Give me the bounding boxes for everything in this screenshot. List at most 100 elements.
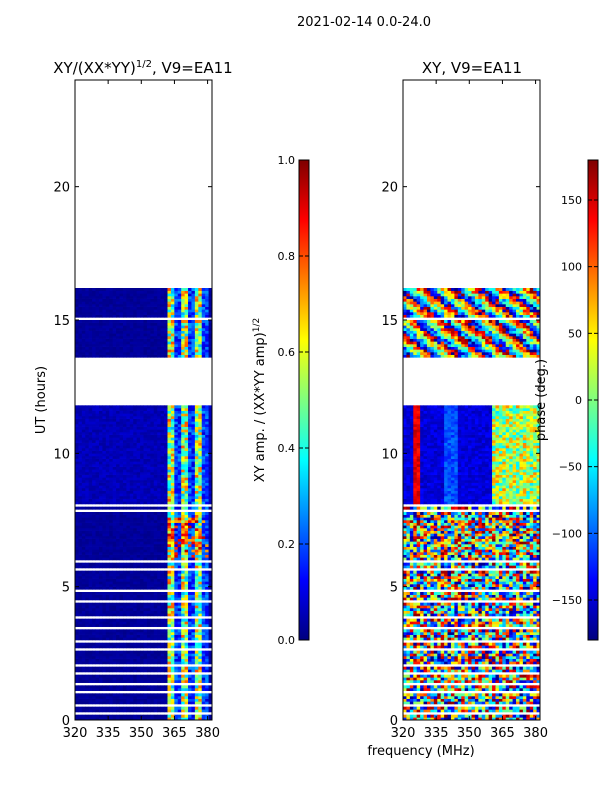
heatmap-cell bbox=[177, 709, 182, 713]
heatmap-cell bbox=[170, 685, 175, 689]
heatmap-cell bbox=[143, 525, 148, 529]
heatmap-cell bbox=[198, 632, 203, 635]
heatmap-cell bbox=[88, 490, 93, 494]
heatmap-cell bbox=[188, 541, 192, 545]
heatmap-cell bbox=[150, 565, 155, 569]
heatmap-cell bbox=[119, 413, 124, 417]
heatmap-cell bbox=[177, 645, 182, 649]
heatmap-cell bbox=[160, 554, 165, 558]
heatmap-cell bbox=[129, 293, 134, 297]
heatmap-cell bbox=[170, 304, 175, 307]
heatmap-cell bbox=[150, 522, 155, 526]
heatmap-cell bbox=[136, 677, 141, 681]
heatmap-cell bbox=[133, 520, 138, 523]
heatmap-cell bbox=[102, 448, 107, 451]
heatmap-cell bbox=[133, 610, 138, 614]
heatmap-cell bbox=[191, 466, 196, 470]
heatmap-cell bbox=[140, 341, 144, 345]
heatmap-cell bbox=[95, 298, 100, 302]
heatmap-cell bbox=[188, 450, 192, 454]
heatmap-cell bbox=[133, 597, 138, 601]
heatmap-cell bbox=[194, 701, 199, 705]
heatmap-cell bbox=[201, 544, 206, 547]
heatmap-cell bbox=[188, 570, 192, 574]
heatmap-cell bbox=[122, 610, 127, 614]
heatmap-cell bbox=[92, 312, 96, 315]
heatmap-cell bbox=[153, 437, 158, 441]
heatmap-cell bbox=[119, 469, 124, 473]
heatmap-cell bbox=[140, 429, 144, 433]
heatmap-cell bbox=[205, 352, 209, 355]
heatmap-cell bbox=[129, 658, 134, 662]
heatmap-cell bbox=[88, 530, 93, 534]
heatmap-cell bbox=[88, 493, 93, 497]
heatmap-cell bbox=[164, 512, 168, 515]
heatmap-cell bbox=[112, 474, 117, 478]
heatmap-cell bbox=[122, 461, 127, 465]
heatmap-cell bbox=[146, 565, 151, 569]
heatmap-cell bbox=[143, 552, 148, 555]
heatmap-cell bbox=[146, 421, 151, 425]
heatmap-cell bbox=[153, 685, 158, 689]
heatmap-cell bbox=[133, 498, 138, 502]
heatmap-cell bbox=[177, 296, 182, 299]
heatmap-cell bbox=[81, 565, 86, 569]
heatmap-cell bbox=[88, 330, 93, 334]
heatmap-cell bbox=[136, 554, 141, 558]
heatmap-cell bbox=[157, 354, 162, 358]
heatmap-cell bbox=[177, 533, 182, 537]
heatmap-cell bbox=[85, 333, 90, 337]
heatmap-cell bbox=[129, 717, 134, 720]
heatmap-cell bbox=[102, 445, 107, 449]
heatmap-cell bbox=[160, 674, 165, 678]
heatmap-cell bbox=[112, 461, 117, 465]
heatmap-cell bbox=[194, 296, 199, 299]
heatmap-cell bbox=[85, 696, 90, 699]
heatmap-cell bbox=[102, 418, 107, 422]
heatmap-cell bbox=[112, 314, 117, 318]
heatmap-cell bbox=[184, 304, 189, 307]
heatmap-cell bbox=[116, 621, 120, 625]
heatmap-cell bbox=[133, 296, 138, 299]
heatmap-cell bbox=[167, 528, 172, 531]
heatmap-cell bbox=[98, 338, 103, 342]
heatmap-cell bbox=[184, 501, 189, 505]
heatmap-cell bbox=[164, 578, 168, 582]
heatmap-cell bbox=[92, 426, 96, 430]
heatmap-cell bbox=[181, 680, 186, 683]
heatmap-cell bbox=[191, 314, 196, 318]
heatmap-cell bbox=[143, 338, 148, 342]
heatmap-cell bbox=[126, 661, 131, 665]
heatmap-cell bbox=[205, 661, 209, 665]
heatmap-cell bbox=[205, 506, 209, 510]
heatmap-cell bbox=[129, 482, 134, 486]
heatmap-cell bbox=[146, 424, 151, 427]
heatmap-cell bbox=[98, 650, 103, 654]
heatmap-cell bbox=[88, 418, 93, 422]
heatmap-cell bbox=[85, 309, 90, 313]
heatmap-cell bbox=[119, 336, 124, 339]
heatmap-cell bbox=[157, 496, 162, 499]
heatmap-cell bbox=[201, 530, 206, 534]
heatmap-cell bbox=[105, 344, 110, 347]
heatmap-cell bbox=[102, 296, 107, 299]
heatmap-cell bbox=[112, 416, 117, 419]
heatmap-cell bbox=[205, 458, 209, 462]
heatmap-cell bbox=[170, 472, 175, 475]
heatmap-cell bbox=[146, 320, 151, 323]
heatmap-cell bbox=[194, 696, 199, 699]
heatmap-cell bbox=[119, 578, 124, 582]
heatmap-cell bbox=[150, 306, 155, 310]
heatmap-cell bbox=[136, 434, 141, 438]
heatmap-cell bbox=[188, 336, 192, 339]
heatmap-cell bbox=[95, 573, 100, 577]
heatmap-cell bbox=[205, 338, 209, 342]
heatmap-cell bbox=[105, 445, 110, 449]
heatmap-cell bbox=[153, 421, 158, 425]
heatmap-cell bbox=[184, 469, 189, 473]
heatmap-cell bbox=[92, 514, 96, 518]
heatmap-cell bbox=[160, 522, 165, 526]
heatmap-cell bbox=[208, 322, 212, 326]
heatmap-cell bbox=[88, 565, 93, 569]
heatmap-cell bbox=[78, 546, 83, 550]
